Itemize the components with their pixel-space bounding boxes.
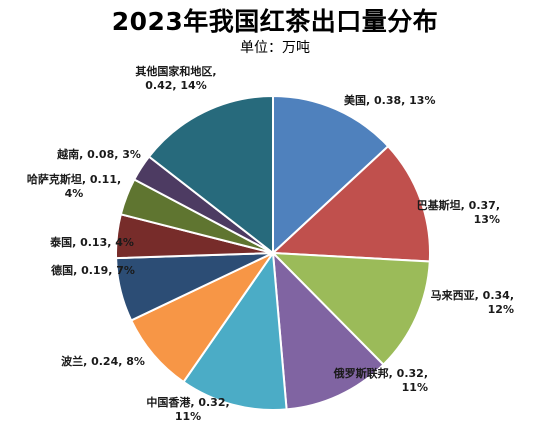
slice-label-11: 其他国家和地区, 0.42, 14% [135,64,216,92]
slice-label-7: 德国, 0.19, 7% [50,263,135,277]
chart-title: 2023年我国红茶出口量分布 [111,7,439,36]
pie-slice-4 [271,250,385,411]
slice-label-6: 波兰, 0.24, 8% [61,354,145,368]
pie-slice-11 [147,94,274,256]
slice-label-3: 马来西亚, 0.34, 12% [431,288,514,316]
pie-slice-3 [270,251,431,367]
slice-label-9: 哈萨克斯坦, 0.11, 4% [27,172,121,200]
slice-label-4: 俄罗斯联邦, 0.32, 11% [333,366,428,394]
pie-slice-5 [182,250,288,411]
slice-label-10: 越南, 0.08, 3% [56,147,141,161]
pie-slice-2 [270,144,431,263]
slice-label-2: 巴基斯坦, 0.37, 13% [417,198,500,226]
slice-label-8: 泰国, 0.13, 4% [49,235,134,249]
chart-subtitle: 单位：万吨 [240,40,310,56]
pie-slice-1 [272,94,390,256]
slice-label-1: 美国, 0.38, 13% [344,93,436,107]
slice-label-5: 中国香港, 0.32, 11% [146,395,229,423]
